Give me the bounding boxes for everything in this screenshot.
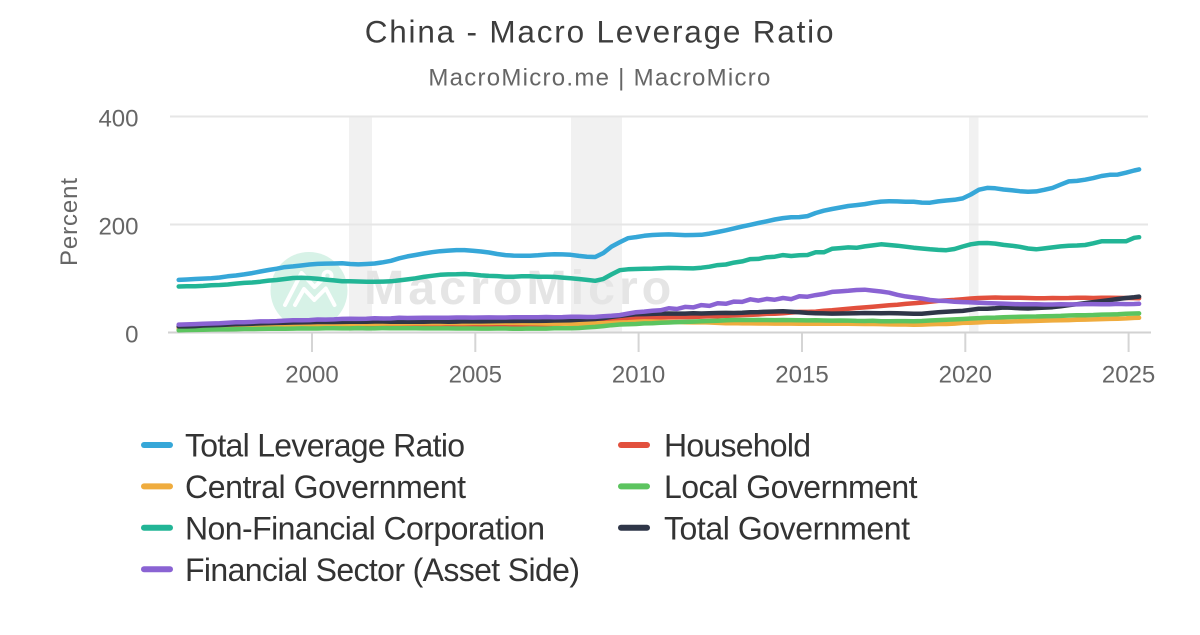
- svg-text:2025: 2025: [1102, 362, 1155, 389]
- svg-text:Non-Financial Corporation: Non-Financial Corporation: [185, 511, 545, 547]
- svg-text:Total Government: Total Government: [664, 511, 910, 547]
- svg-text:0: 0: [125, 322, 138, 349]
- svg-text:Local Government: Local Government: [664, 469, 918, 505]
- svg-text:200: 200: [98, 214, 138, 241]
- svg-text:2015: 2015: [775, 362, 828, 389]
- svg-text:Total Leverage Ratio: Total Leverage Ratio: [185, 428, 464, 464]
- svg-text:MacroMicro.me | MacroMicro: MacroMicro.me | MacroMicro: [428, 65, 771, 92]
- svg-text:2005: 2005: [449, 362, 502, 389]
- svg-text:Household: Household: [664, 428, 810, 464]
- svg-text:Percent: Percent: [56, 177, 83, 266]
- svg-text:Central Government: Central Government: [185, 469, 466, 505]
- svg-text:2010: 2010: [612, 362, 665, 389]
- svg-text:400: 400: [98, 106, 138, 133]
- svg-text:2000: 2000: [285, 362, 338, 389]
- svg-text:Financial Sector (Asset Side): Financial Sector (Asset Side): [185, 552, 579, 588]
- svg-text:China - Macro Leverage Ratio: China - Macro Leverage Ratio: [365, 14, 836, 50]
- svg-text:2020: 2020: [939, 362, 992, 389]
